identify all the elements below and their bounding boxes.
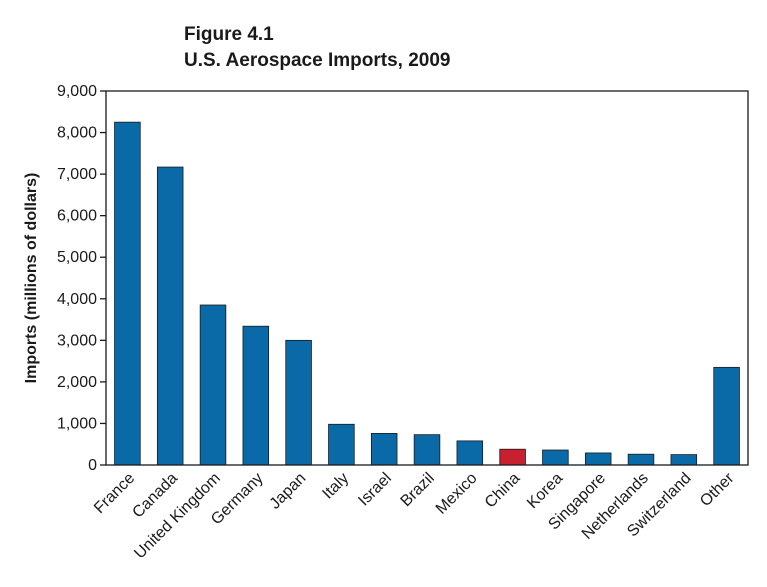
y-ticks-group: 0 1,000 2,000 3,000 4,000 5,000 6,000 7,000 8,00… [57, 83, 106, 474]
y-tick-label: 9,000 [57, 83, 97, 100]
chart-title: U.S. Aerospace Imports, 2009 [184, 50, 451, 71]
x-tick-label: Italy [319, 470, 352, 503]
bar-mexico [456, 440, 484, 466]
bar-switzerland [670, 454, 698, 466]
bar-canada [156, 166, 184, 466]
y-tick-label: 6,000 [57, 208, 97, 225]
bars-group [114, 121, 740, 466]
y-tick-label: 2,000 [57, 374, 97, 391]
y-tick-label: 0 [88, 457, 97, 474]
bar-brazil [413, 434, 441, 466]
x-tick-label: Brazil [398, 470, 438, 510]
x-tick-label: Israel [355, 470, 395, 510]
y-tick-label: 3,000 [57, 332, 97, 349]
bar-singapore [584, 452, 612, 466]
bar-japan [285, 339, 312, 466]
y-tick-label: 1,000 [57, 415, 97, 432]
x-tick-label: Mexico [433, 470, 481, 518]
bar-israel [370, 433, 398, 466]
y-axis-label: Imports (millions of dollars) [23, 173, 40, 384]
plot-frame [105, 90, 749, 466]
y-tick-label: 7,000 [57, 166, 97, 183]
bar-other [713, 366, 740, 466]
x-tick-label: China [482, 470, 524, 512]
bar-netherlands [627, 453, 655, 466]
bar-germany [242, 325, 270, 466]
x-tick-label: Japan [267, 470, 310, 513]
bar-korea [542, 449, 569, 466]
bar-france [114, 121, 141, 466]
y-tick-label: 8,000 [57, 125, 97, 142]
x-tick-label: Other [697, 469, 738, 510]
bar-china [499, 448, 526, 466]
bar-italy [328, 423, 355, 466]
y-tick-label: 5,000 [57, 249, 97, 266]
figure-label: Figure 4.1 [184, 24, 274, 45]
y-tick-label: 4,000 [57, 291, 97, 308]
bar-united-kingdom [199, 304, 227, 466]
